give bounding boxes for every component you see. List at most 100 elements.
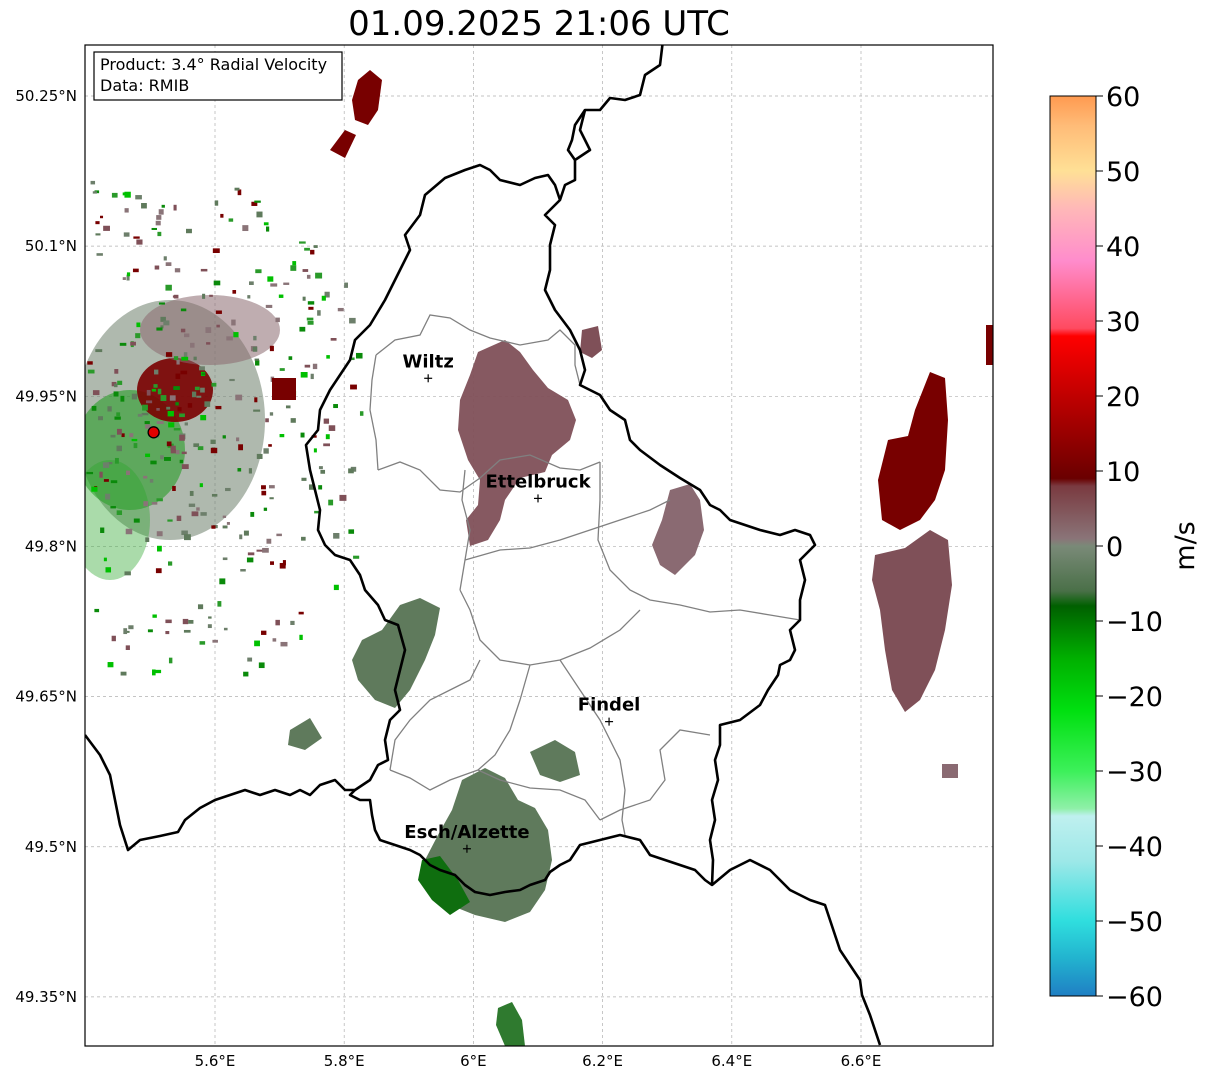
clutter-speck	[222, 525, 228, 529]
clutter-speck	[252, 346, 258, 352]
clutter-speck	[301, 477, 307, 481]
clutter-speck	[349, 317, 356, 324]
clutter-speck	[207, 624, 212, 629]
clutter-speck	[116, 445, 122, 452]
clutter-speck	[254, 397, 258, 403]
clutter-speck	[337, 307, 344, 312]
clutter-speck	[173, 428, 181, 431]
clutter-speck	[193, 443, 200, 448]
echo-ettelbruck	[458, 340, 576, 546]
lat-tick-label: 49.8°N	[25, 537, 77, 555]
clutter-speck	[160, 325, 164, 329]
clutter-speck	[95, 221, 100, 225]
clutter-speck	[173, 294, 179, 299]
clutter-speck	[209, 294, 213, 297]
clutter-speck	[91, 486, 98, 492]
clutter-speck	[323, 443, 331, 447]
clutter-speck	[205, 327, 212, 333]
clutter-speck	[288, 356, 293, 360]
clutter-speck	[111, 635, 116, 642]
clutter-speck	[126, 274, 130, 281]
clutter-speck	[238, 444, 244, 451]
clutter-speck	[339, 494, 347, 501]
clutter-speck	[214, 200, 219, 206]
clutter-speck	[290, 620, 295, 625]
clutter-speck	[158, 209, 164, 215]
clutter-speck	[348, 529, 355, 534]
radar-site-marker	[147, 426, 160, 439]
clutter-speck	[86, 471, 94, 475]
echo-south-bottom	[496, 1002, 525, 1046]
clutter-speck	[146, 389, 151, 396]
clutter-speck	[179, 459, 184, 464]
clutter-speck	[141, 203, 147, 209]
clutter-speck	[254, 358, 260, 361]
city-markers: Wiltz Ettelbruck Findel Esch/Alzette	[403, 351, 640, 853]
clutter-speck	[170, 448, 176, 454]
colorbar-tick-label: −20	[1106, 682, 1163, 713]
clutter-speck	[131, 393, 138, 400]
clutter-speck	[314, 510, 319, 514]
info-data-source: Data: RMIB	[100, 76, 189, 95]
clutter-speck	[270, 561, 274, 565]
clutter-speck	[103, 557, 107, 562]
echo-northeast-red	[272, 378, 296, 400]
clutter-speck	[184, 333, 190, 338]
clutter-speck	[310, 373, 314, 380]
clutter-speck	[165, 619, 172, 624]
clutter-speck	[210, 447, 218, 454]
clutter-speck	[250, 511, 255, 517]
clutter-speck	[292, 261, 297, 266]
city-ettelbruck: Ettelbruck	[485, 471, 592, 503]
clutter-speck	[156, 531, 163, 537]
clutter-speck	[152, 669, 156, 676]
clutter-speck	[359, 411, 364, 416]
clutter-speck	[269, 497, 274, 500]
clutter-speck	[156, 421, 164, 424]
lon-tick-label: 5.6°E	[195, 1052, 236, 1070]
clutter-speck	[213, 280, 221, 286]
clutter-speck	[151, 227, 158, 230]
echo-southwest	[352, 598, 440, 708]
clutter-speck	[279, 434, 285, 438]
clutter-speck	[298, 611, 304, 615]
clutter-speck	[153, 384, 158, 388]
radar-clutter-west	[85, 295, 280, 580]
lat-tick-label: 49.35°N	[15, 988, 77, 1006]
clutter-speck	[275, 317, 280, 323]
clutter-speck	[119, 342, 127, 346]
clutter-speck	[184, 422, 188, 426]
clutter-speck	[200, 414, 207, 421]
clutter-speck	[187, 403, 193, 408]
clutter-speck	[265, 418, 269, 423]
clutter-speck	[247, 552, 255, 556]
clutter-speck	[206, 342, 211, 345]
clutter-speck	[226, 336, 233, 341]
clutter-speck	[243, 671, 249, 677]
clutter-speck	[150, 460, 157, 465]
clutter-speck	[247, 295, 251, 299]
lon-tick-label: 6°E	[460, 1052, 487, 1070]
colorbar-tick-label: −50	[1106, 907, 1163, 938]
clutter-speck	[131, 438, 138, 442]
clutter-speck	[308, 484, 316, 490]
clutter-speck	[156, 215, 162, 220]
clutter-speck	[107, 406, 112, 412]
clutter-speck	[270, 283, 278, 287]
clutter-speck	[141, 412, 149, 416]
clutter-speck	[299, 241, 306, 244]
clutter-speck	[348, 468, 354, 474]
clutter-speck	[132, 268, 139, 273]
lon-tick-label: 6.2°E	[582, 1052, 623, 1070]
echo-north-strip	[330, 130, 356, 158]
clutter-speck	[317, 310, 321, 316]
clutter-speck	[222, 515, 227, 518]
clutter-speck	[168, 657, 173, 664]
clutter-speck	[255, 360, 260, 366]
clutter-speck	[198, 366, 205, 371]
clutter-speck	[333, 404, 338, 409]
clutter-speck	[121, 433, 125, 438]
clutter-speck	[256, 453, 263, 459]
clutter-speck	[306, 317, 314, 321]
echo-northeast	[580, 326, 602, 358]
